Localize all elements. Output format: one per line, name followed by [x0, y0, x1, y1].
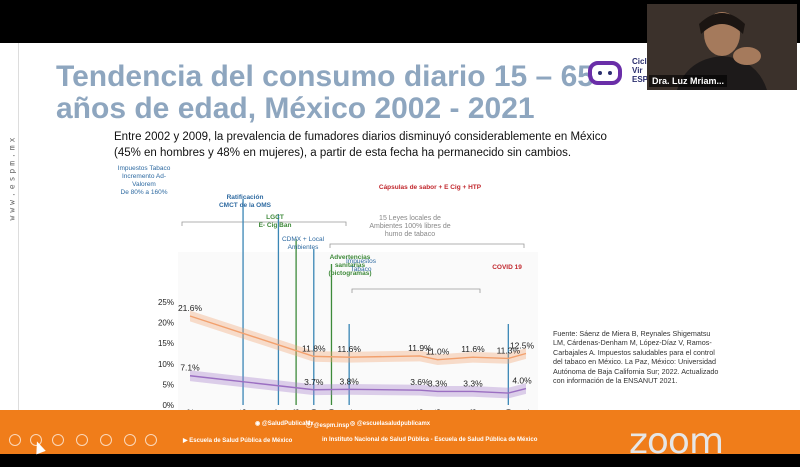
- data-label: 11.6%: [461, 344, 485, 354]
- data-label: 11.0%: [426, 347, 450, 357]
- ann-impuestos-2002: Impuestos Tabaco Incremento Ad- Valorem …: [117, 165, 171, 196]
- data-label: 11.3%: [497, 345, 521, 355]
- data-label: 12.5%: [510, 341, 535, 351]
- y-tick-label: 20%: [158, 319, 174, 328]
- next-slide-icon[interactable]: [30, 434, 42, 446]
- prev-slide-icon[interactable]: [9, 434, 21, 446]
- data-label: 4.0%: [512, 376, 532, 386]
- slide-title: Tendencia del consumo diario 15 – 65 año…: [56, 61, 616, 125]
- view-slides-icon[interactable]: [76, 434, 88, 446]
- bracket-capsulas: [329, 243, 525, 248]
- title-line-1: Tendencia del consumo diario 15 – 65: [56, 60, 594, 93]
- slide-subtitle: Entre 2002 y 2009, la prevalencia de fum…: [114, 131, 607, 159]
- title-line-2: años de edad, México 2002 - 2021: [56, 92, 535, 125]
- logo-text: Cicl Vir ESP: [632, 57, 649, 84]
- ann-cdmx: CDMX + Local Ambientes: [281, 236, 325, 251]
- data-label: 7.1%: [180, 363, 200, 373]
- footer-youtube: ▶ Escuela de Salud Pública de México: [183, 438, 293, 444]
- options-icon[interactable]: [124, 434, 136, 446]
- prevalence-chart: 25% 20% 15% 10% 5% 0% 21.6% 11.8% 11.6% 11.9%11.0…: [158, 199, 538, 452]
- data-label: 3.3%: [428, 378, 448, 388]
- zoom-slide-icon[interactable]: [100, 434, 112, 446]
- participant-name: Dra. Luz Mriam...: [649, 75, 728, 87]
- presentation-slide: www.espm.mx Tendencia del consumo diario…: [0, 43, 800, 454]
- footer-facebook: ⓕ @espm.insp: [306, 423, 350, 429]
- y-tick-label: 5%: [162, 380, 174, 389]
- data-label: 3.6%: [410, 377, 430, 387]
- y-tick-label: 10%: [158, 360, 174, 369]
- footer-twitter: ◉ @SaludPublicaMx: [255, 421, 314, 427]
- slide-footer: ◉ @SaludPublicaMx ⓕ @espm.insp ◎ @escuel…: [0, 410, 800, 454]
- ann-covid: COVID 19: [492, 264, 522, 271]
- data-label: 21.6%: [178, 303, 203, 313]
- y-tick-label: 25%: [158, 298, 174, 307]
- slideshow-toolbar: [0, 410, 170, 454]
- ann-capsulas: Cápsulas de sabor + E Cig + HTP: [378, 184, 482, 191]
- ann-cmct: Ratificación CMCT de la OMS: [218, 194, 271, 209]
- ann-impuestos-2011: Impuestos Tabaco: [346, 258, 376, 273]
- data-label: 3.7%: [304, 377, 324, 387]
- ann-advertencias: Advertencias sanitarias (pictogramas): [328, 254, 372, 277]
- footer-instagram: ◎ @escuelasaludpublicamx: [350, 421, 431, 427]
- y-tick-label: 15%: [158, 339, 174, 348]
- ann-lgct: LGCT E- Cig Ban: [258, 214, 292, 229]
- zoom-watermark: zoom: [629, 421, 724, 462]
- more-icon[interactable]: [145, 434, 157, 446]
- series-line-hombres: [189, 315, 527, 361]
- series-line-mujeres: [189, 375, 527, 394]
- slide-divider: [18, 43, 19, 454]
- data-label: 11.6%: [337, 344, 361, 354]
- data-label: 3.3%: [463, 378, 483, 388]
- espm-logo-icon: [588, 61, 622, 85]
- data-label: 11.9%: [408, 343, 432, 353]
- bracket-leyes: [351, 288, 481, 293]
- source-text: Fuente: Sáenz de Miera B, Reynales Shige…: [553, 329, 719, 386]
- footer-linkedin: in Instituto Nacional de Salud Pública -…: [322, 437, 538, 443]
- plot-area: [178, 252, 538, 424]
- bracket-top-left: [181, 221, 347, 226]
- participant-video[interactable]: Dra. Luz Mriam...: [647, 4, 797, 90]
- data-label: 3.8%: [339, 376, 359, 386]
- ann-leyes: 15 Leyes locales de Ambientes 100% libre…: [369, 215, 451, 238]
- pen-icon[interactable]: [52, 434, 64, 446]
- y-tick-label: 0%: [162, 401, 174, 410]
- data-label: 11.8%: [302, 343, 326, 353]
